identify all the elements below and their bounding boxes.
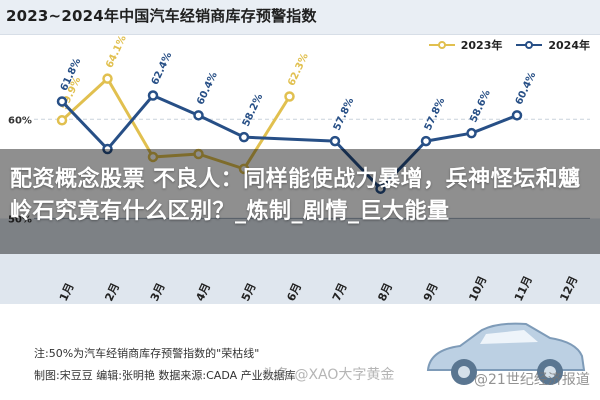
data-label-2024: 60.4% [514, 71, 539, 107]
data-point-2024 [420, 135, 432, 147]
overlay-headline: 配资概念股票 不良人：同样能使战力暴增，兵神怪坛和魑岭石究竟有什么区别？_炼制_… [10, 167, 581, 224]
legend-swatch-2023 [428, 40, 455, 50]
legend-item-2023: 2023年 [428, 37, 503, 53]
data-label-2024: 62.4% [150, 51, 175, 87]
chart-note: 注:50%为汽车经销商库存预警指数的"荣枯线" [34, 347, 260, 360]
y-tick-label: 50% [8, 214, 32, 225]
series-line-2023 [60, 77, 109, 122]
data-point-2023 [193, 148, 204, 160]
data-label-2024: 57.8% [423, 96, 448, 132]
series-line-2024 [106, 94, 155, 151]
series-line-2023 [198, 152, 245, 171]
series-line-2024 [425, 131, 472, 143]
chart-credit: 制图:宋豆豆 编辑:张明艳 数据来源:CADA 产业数据库 [34, 369, 296, 382]
data-point-2023 [56, 115, 68, 126]
data-label-2024: 57.8% [332, 96, 357, 132]
series-line-2023 [242, 95, 291, 170]
data-label-2024: 60.4% [195, 71, 220, 107]
data-point-2024 [511, 110, 523, 121]
series-line-2023 [152, 152, 199, 159]
overlay-band [0, 149, 600, 254]
legend-label-2023: 2023年 [460, 39, 503, 52]
chart-title: 2023~2024年中国汽车经销商库存预警指数 [6, 7, 317, 25]
data-point-2024 [466, 127, 477, 139]
legend-label-2024: 2024年 [548, 39, 590, 52]
series-line-2024 [243, 135, 336, 143]
series-line-2024 [197, 113, 245, 139]
data-point-2024 [147, 90, 159, 101]
data-point-2024 [193, 110, 204, 121]
data-point-2024 [375, 183, 386, 194]
series-line-2024 [379, 140, 428, 190]
series-line-2024 [333, 140, 382, 190]
lower-band [0, 218, 600, 304]
car-icon [426, 322, 586, 385]
data-point-2024 [238, 131, 250, 143]
legend-swatch-2024 [516, 40, 543, 50]
watermark-right: @21世纪经济报道 [474, 372, 590, 388]
data-point-2024 [102, 143, 113, 155]
data-label-2024: 58.2% [241, 92, 266, 128]
y-tick-label: 60% [8, 115, 32, 126]
data-point-2024 [329, 135, 341, 147]
series-line-2024 [60, 100, 109, 151]
data-label-2023: 62.3% [286, 52, 311, 88]
data-point-2024 [56, 96, 68, 107]
watermark-left: 头条 @XAO大字黄金 [262, 367, 395, 383]
data-label-2023: 64.1% [104, 34, 129, 70]
series-line-2024 [152, 94, 200, 117]
data-point-2023 [147, 151, 159, 163]
series-line-2023 [106, 77, 155, 158]
series-line-2024 [470, 113, 518, 135]
title-bar: 2023~2024年中国汽车经销商库存预警指数 [0, 0, 600, 35]
legend: 2023年 2024年 [428, 37, 590, 53]
data-point-2023 [238, 163, 250, 175]
data-point-2023 [284, 91, 295, 102]
data-point-2023 [102, 73, 113, 84]
legend-item-2024: 2024年 [516, 37, 590, 53]
